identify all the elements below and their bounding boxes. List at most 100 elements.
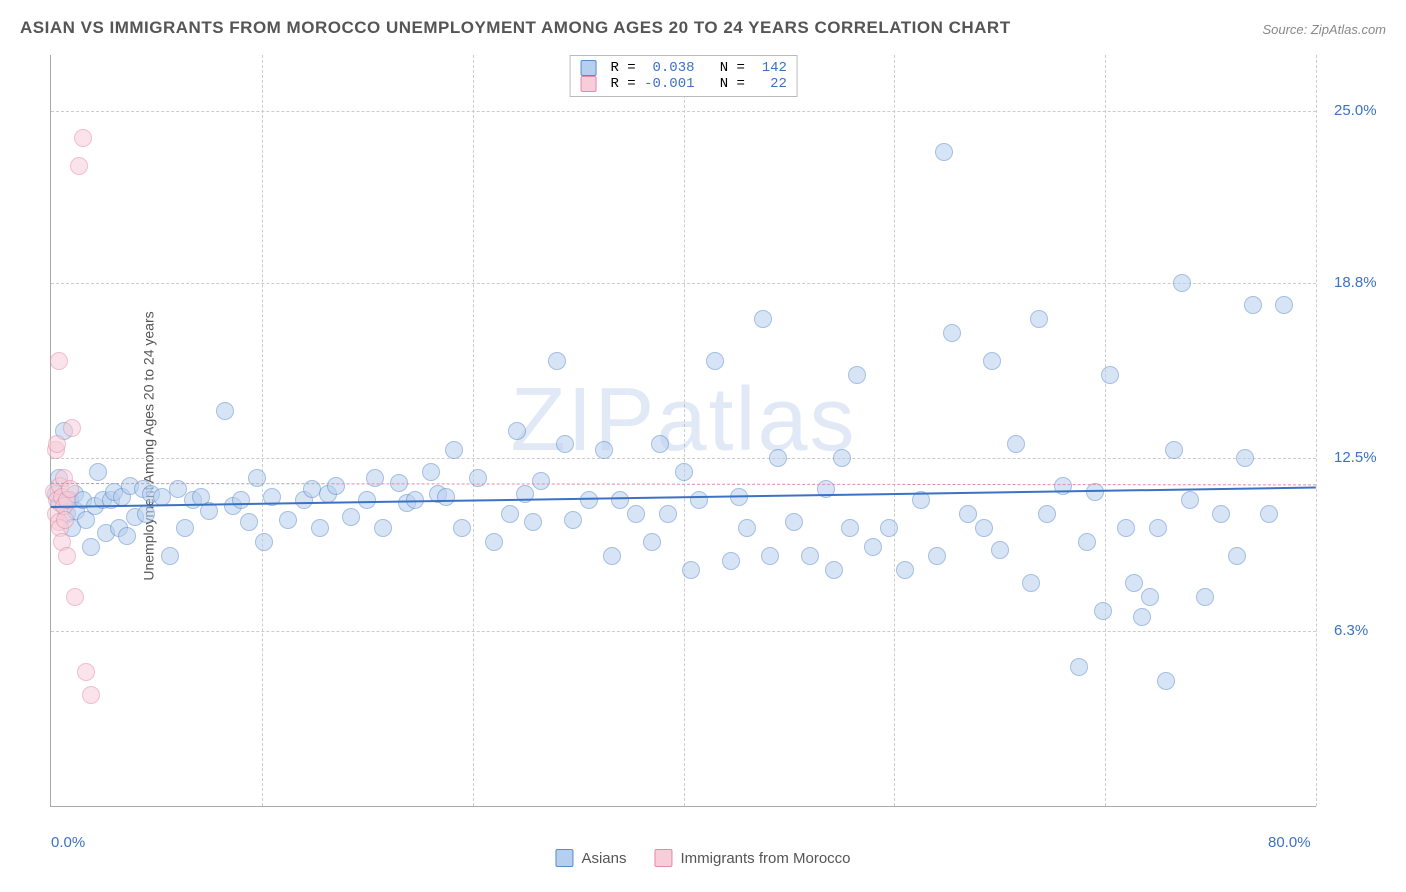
x-tick-label: 80.0% [1268,834,1311,851]
scatter-point [1007,435,1025,453]
gridline-vertical [1105,55,1106,806]
scatter-point [453,519,471,537]
scatter-point [991,541,1009,559]
scatter-point [240,513,258,531]
scatter-point [722,552,740,570]
scatter-point [1149,519,1167,537]
scatter-point [833,449,851,467]
scatter-point [279,511,297,529]
scatter-point [864,538,882,556]
series-legend: AsiansImmigrants from Morocco [555,849,850,867]
gridline-vertical [1316,55,1317,806]
scatter-point [651,435,669,453]
scatter-point [627,505,645,523]
scatter-point [56,511,74,529]
scatter-point [1173,274,1191,292]
scatter-point [1236,449,1254,467]
x-tick-label: 0.0% [51,834,85,851]
scatter-point [769,449,787,467]
gridline-vertical [473,55,474,806]
scatter-point [564,511,582,529]
legend-label: Immigrants from Morocco [680,850,850,867]
scatter-point [1141,588,1159,606]
scatter-point [659,505,677,523]
scatter-point [761,547,779,565]
scatter-point [1165,441,1183,459]
source-attribution: Source: ZipAtlas.com [1262,22,1386,37]
gridline-vertical [894,55,895,806]
scatter-point [1133,608,1151,626]
y-tick-label: 18.8% [1334,274,1377,291]
scatter-point [1244,296,1262,314]
scatter-point [1117,519,1135,537]
scatter-point [70,157,88,175]
scatter-point [928,547,946,565]
scatter-point [1070,658,1088,676]
gridline-vertical [684,55,685,806]
scatter-point [643,533,661,551]
scatter-point [738,519,756,537]
scatter-point [983,352,1001,370]
scatter-point [82,538,100,556]
scatter-point [1030,310,1048,328]
scatter-point [975,519,993,537]
series-swatch [580,60,596,76]
y-tick-label: 6.3% [1334,622,1368,639]
scatter-point [1094,602,1112,620]
scatter-point [548,352,566,370]
scatter-point [706,352,724,370]
scatter-point [118,527,136,545]
scatter-point [1157,672,1175,690]
scatter-point [161,547,179,565]
scatter-point [58,547,76,565]
scatter-point [580,491,598,509]
scatter-point [508,422,526,440]
scatter-point [1212,505,1230,523]
scatter-point [896,561,914,579]
scatter-point [1101,366,1119,384]
scatter-point [556,435,574,453]
scatter-point [935,143,953,161]
scatter-point [603,547,621,565]
scatter-point [176,519,194,537]
scatter-point [841,519,859,537]
scatter-point [445,441,463,459]
scatter-point [690,491,708,509]
scatter-point [77,663,95,681]
scatter-point [880,519,898,537]
scatter-point [437,488,455,506]
correlation-stats-box: R = 0.038 N = 142 R = -0.001 N = 22 [569,55,798,97]
scatter-point [675,463,693,481]
scatter-point [848,366,866,384]
scatter-point [422,463,440,481]
scatter-point [611,491,629,509]
scatter-point [1078,533,1096,551]
scatter-point [342,508,360,526]
scatter-point [255,533,273,551]
scatter-point [943,324,961,342]
scatter-point [232,491,250,509]
scatter-point [485,533,503,551]
scatter-point [48,435,66,453]
scatter-point [595,441,613,459]
scatter-plot-area: ZIPatlas R = 0.038 N = 142 R = -0.001 N … [50,55,1316,807]
scatter-point [1038,505,1056,523]
scatter-point [216,402,234,420]
scatter-point [374,519,392,537]
scatter-point [754,310,772,328]
scatter-point [63,419,81,437]
scatter-point [1196,588,1214,606]
chart-title: ASIAN VS IMMIGRANTS FROM MOROCCO UNEMPLO… [20,18,1011,38]
scatter-point [825,561,843,579]
scatter-point [959,505,977,523]
scatter-point [1125,574,1143,592]
scatter-point [82,686,100,704]
scatter-point [1275,296,1293,314]
stats-text: R = 0.038 N = 142 [602,60,787,76]
scatter-point [50,352,68,370]
legend-swatch [654,849,672,867]
scatter-point [311,519,329,537]
stats-row: R = -0.001 N = 22 [580,76,787,92]
scatter-point [532,472,550,490]
legend-item: Immigrants from Morocco [654,849,850,867]
